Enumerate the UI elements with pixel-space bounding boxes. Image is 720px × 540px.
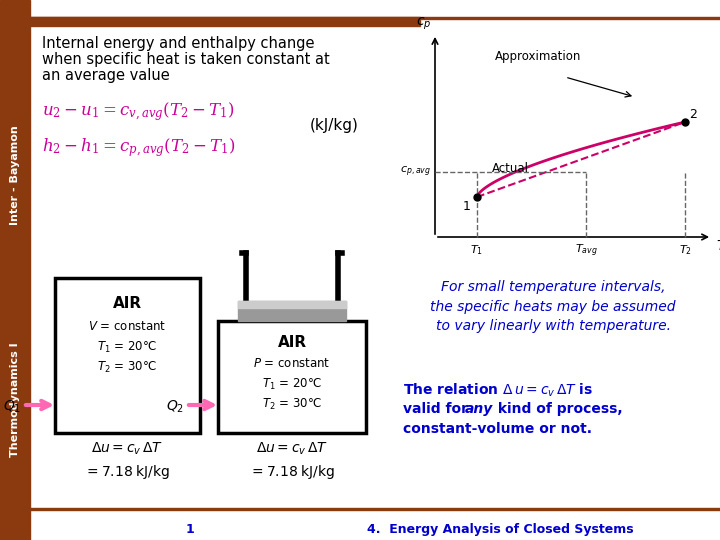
- Text: 1: 1: [186, 523, 194, 536]
- Text: Approximation: Approximation: [495, 50, 581, 63]
- Text: $T$: $T$: [716, 239, 720, 253]
- Text: $= 7.18 \; \mathrm{kJ/kg}$: $= 7.18 \; \mathrm{kJ/kg}$: [84, 463, 171, 481]
- Text: constant-volume or not.: constant-volume or not.: [403, 422, 592, 436]
- Text: kind of process,: kind of process,: [493, 402, 623, 416]
- Text: For small temperature intervals,
the specific heats may be assumed
to vary linea: For small temperature intervals, the spe…: [431, 280, 676, 333]
- Text: valid for: valid for: [403, 402, 473, 416]
- Bar: [30, 508, 720, 510]
- Text: The relation $\Delta\, u = c_v \,\Delta T$ is: The relation $\Delta\, u = c_v \,\Delta …: [403, 382, 593, 400]
- Text: 2: 2: [689, 108, 697, 121]
- Text: $T_1$: $T_1$: [470, 243, 484, 257]
- Text: 4.  Energy Analysis of Closed Systems: 4. Energy Analysis of Closed Systems: [366, 523, 634, 536]
- Text: $Q_2$: $Q_2$: [166, 399, 184, 415]
- Bar: [55, 278, 200, 433]
- Text: $T_1$ = 20°C: $T_1$ = 20°C: [97, 340, 158, 355]
- Text: $P$ = constant: $P$ = constant: [253, 357, 330, 370]
- Text: when specific heat is taken constant at: when specific heat is taken constant at: [42, 52, 330, 67]
- Text: Inter - Bayamon: Inter - Bayamon: [10, 125, 20, 225]
- Text: $T_{avg}$: $T_{avg}$: [575, 243, 598, 259]
- Text: AIR: AIR: [277, 335, 307, 350]
- Text: $h_2 - h_1 = c_{p,avg}(T_2 - T_1)$: $h_2 - h_1 = c_{p,avg}(T_2 - T_1)$: [42, 136, 235, 159]
- Text: $c_{p,avg}$: $c_{p,avg}$: [400, 165, 431, 179]
- Bar: [238, 301, 346, 321]
- Bar: [238, 301, 346, 308]
- Bar: [218, 321, 366, 433]
- Text: $\Delta u = c_v \, \Delta T$: $\Delta u = c_v \, \Delta T$: [256, 441, 328, 457]
- Text: $V$ = constant: $V$ = constant: [89, 320, 166, 333]
- Bar: [0, 0, 30, 540]
- Text: Thermodynamics I: Thermodynamics I: [10, 343, 20, 457]
- Text: Internal energy and enthalpy change: Internal energy and enthalpy change: [42, 36, 315, 51]
- Text: $\Delta u = c_v \, \Delta T$: $\Delta u = c_v \, \Delta T$: [91, 441, 163, 457]
- Text: Actual: Actual: [492, 162, 529, 175]
- Text: 1: 1: [463, 200, 471, 213]
- Text: $T_2$ = 30°C: $T_2$ = 30°C: [97, 360, 158, 375]
- Bar: [30, 17, 720, 19]
- Text: (kJ/kg): (kJ/kg): [310, 118, 359, 133]
- Bar: [30, 17, 420, 26]
- Text: $= 7.18 \; \mathrm{kJ/kg}$: $= 7.18 \; \mathrm{kJ/kg}$: [249, 463, 335, 481]
- Text: $T_1$ = 20°C: $T_1$ = 20°C: [262, 377, 323, 392]
- Text: $u_2 - u_1 = c_{v,avg}(T_2 - T_1)$: $u_2 - u_1 = c_{v,avg}(T_2 - T_1)$: [42, 100, 235, 123]
- Text: any: any: [465, 402, 493, 416]
- Text: $Q_1$: $Q_1$: [3, 399, 21, 415]
- Text: $T_2$ = 30°C: $T_2$ = 30°C: [262, 397, 323, 412]
- Text: an average value: an average value: [42, 68, 170, 83]
- Text: $c_p$: $c_p$: [415, 16, 431, 32]
- Text: AIR: AIR: [113, 296, 142, 311]
- Text: $T_2$: $T_2$: [678, 243, 691, 257]
